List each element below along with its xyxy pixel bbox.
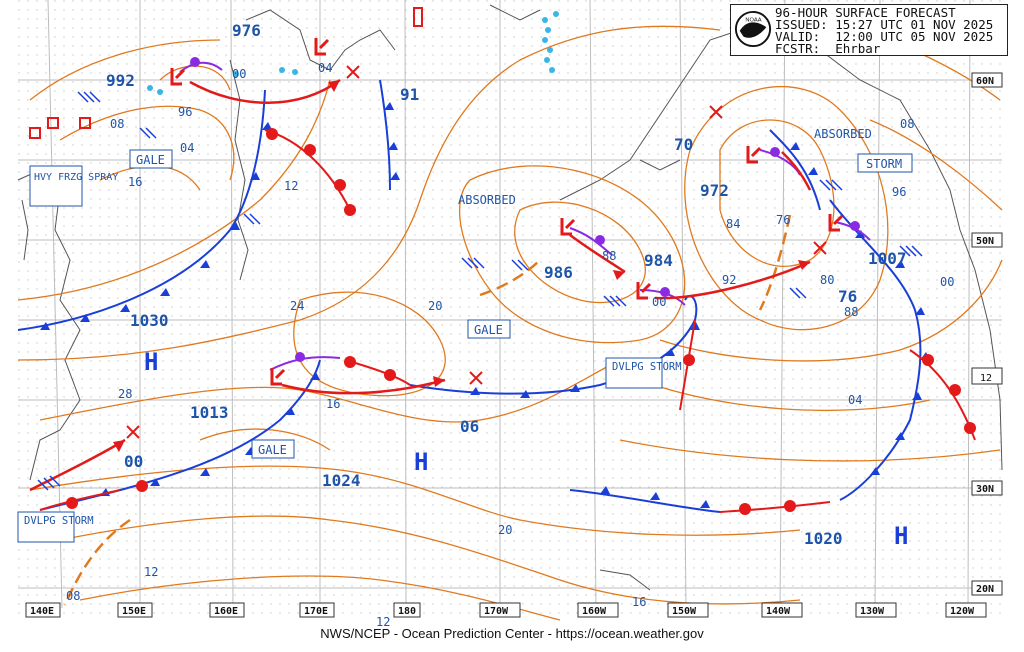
isobar-label: 16 — [128, 175, 142, 189]
high-1020-label: 1020 — [804, 529, 843, 548]
isobar-label: 28 — [118, 387, 132, 401]
high-1024-label: 1024 — [322, 471, 361, 490]
lon-label: 160E — [214, 606, 238, 617]
isobar-label: 96 — [892, 185, 906, 199]
map-labels: 976 992 91 1030 H 1013 00 1024 H 06 986 … — [66, 21, 954, 629]
latitude-axis: 60N 50N 30N 20N 12 — [971, 72, 1003, 596]
isobar-label: 04 — [318, 61, 332, 75]
low-70-label: 70 — [674, 135, 693, 154]
ice-accretion-symbols — [29, 7, 423, 139]
low-06-label: 06 — [460, 417, 479, 436]
warning-dvlpg-storm-2: DVLPG STORM — [612, 361, 682, 373]
lon-label: 130W — [860, 606, 885, 617]
forecaster: FCSTR: Ehrbar — [775, 41, 881, 56]
low-76-label: 76 — [838, 287, 857, 306]
storm-track-heads — [113, 80, 810, 452]
ice-edge — [147, 11, 559, 95]
isobar-label: 16 — [326, 397, 340, 411]
isobar-label: 00 — [232, 67, 246, 81]
valid-time: VALID: 12:00 UTC 05 NOV 2025 — [775, 29, 994, 44]
absorbed-label-2: ABSORBED — [814, 127, 872, 141]
lon-label: 170E — [304, 606, 328, 617]
isobar-label: 16 — [632, 595, 646, 609]
warning-hvy-frzg-spray: HVY FRZG SPRAY — [34, 172, 118, 183]
absorbed-label-1: ABSORBED — [458, 193, 516, 207]
low-986-label: 986 — [544, 263, 573, 282]
isobar-label: 04 — [180, 141, 194, 155]
low-symbols — [170, 38, 844, 386]
lon-label: 140W — [766, 606, 791, 617]
lon-label: 170W — [484, 606, 509, 617]
isobar-label: 08 — [66, 589, 80, 603]
high-1024-symbol: H — [414, 448, 428, 476]
chart-background — [18, 0, 1002, 618]
storm-tracks — [29, 78, 812, 492]
isobar-label: 76 — [776, 213, 790, 227]
lat-label: 30N — [976, 484, 994, 495]
isobar-label: 88 — [844, 305, 858, 319]
isobar-label: 80 — [820, 273, 834, 287]
low-984-label: 984 — [644, 251, 673, 270]
warning-gale-3: GALE — [474, 323, 503, 337]
occluded-markers — [190, 57, 860, 362]
isobar-label: 92 — [722, 273, 736, 287]
warning-gale-1: GALE — [136, 153, 165, 167]
isobar-label: 88 — [602, 249, 616, 263]
lon-label: 180 — [398, 606, 416, 617]
lat-label: 60N — [976, 76, 994, 87]
noaa-logo-text: NOAA — [745, 17, 761, 23]
lon-label: 160W — [582, 606, 607, 617]
isobar-label: 00 — [652, 295, 666, 309]
lon-label: 150W — [672, 606, 697, 617]
warning-storm: STORM — [866, 157, 902, 171]
isobar-label: 84 — [726, 217, 740, 231]
isobar-label: 08 — [110, 117, 124, 131]
lat-label: 20N — [976, 584, 994, 595]
isobar-label: 00 — [940, 275, 954, 289]
isobar-label: 12 — [284, 179, 298, 193]
footer-credit: NWS/NCEP - Ocean Prediction Center - htt… — [320, 626, 704, 641]
low-992-label: 992 — [106, 71, 135, 90]
low-976-label: 1007 — [868, 249, 907, 268]
isobar-label: 08 — [900, 117, 914, 131]
isobar-label: 20 — [498, 523, 512, 537]
issued-time: ISSUED: 15:27 UTC 01 NOV 2025 — [775, 17, 994, 32]
isobar-label: 12 — [376, 615, 390, 629]
warning-dvlpg-storm-1: DVLPG STORM — [24, 515, 94, 527]
high-1030-label: 1030 — [130, 311, 169, 330]
low-00-label: 00 — [124, 452, 143, 471]
forecast-title: 96-HOUR SURFACE FORECAST — [775, 5, 956, 20]
low-1007-label: 976 — [232, 21, 261, 40]
isobar-label: 96 — [178, 105, 192, 119]
lon-label: 150E — [122, 606, 146, 617]
cold-front-barbs — [40, 102, 930, 508]
isobar-label: 04 — [848, 393, 862, 407]
warning-boxes: GALE GALE GALE DVLPG STORM DVLPG STORM S… — [17, 149, 913, 543]
wind-barbs — [37, 91, 923, 491]
isobar-label: 20 — [428, 299, 442, 313]
forecast-header: NOAA 96-HOUR SURFACE FORECAST ISSUED: 15… — [730, 4, 1008, 56]
isobar-label: 12 — [144, 565, 158, 579]
low-91-label: 91 — [400, 85, 419, 104]
forecast-positions — [126, 65, 827, 439]
noaa-logo-icon: NOAA — [734, 10, 772, 48]
isobar-label: 12 — [980, 373, 992, 384]
isobar-label: 24 — [290, 299, 304, 313]
lon-label: 140E — [30, 606, 54, 617]
high-1030-symbol: H — [144, 348, 158, 376]
low-972-label: 972 — [700, 181, 729, 200]
troughs — [63, 214, 792, 606]
lon-label: 120W — [950, 606, 975, 617]
warm-front-bumps — [66, 128, 976, 515]
high-1020-symbol: H — [894, 522, 908, 550]
low-1013-label: 1013 — [190, 403, 229, 422]
lat-label: 50N — [976, 236, 994, 247]
warning-gale-2: GALE — [258, 443, 287, 457]
longitude-axis: 140E 150E 160E 170E 180 170W 160W 150W 1… — [25, 602, 987, 618]
